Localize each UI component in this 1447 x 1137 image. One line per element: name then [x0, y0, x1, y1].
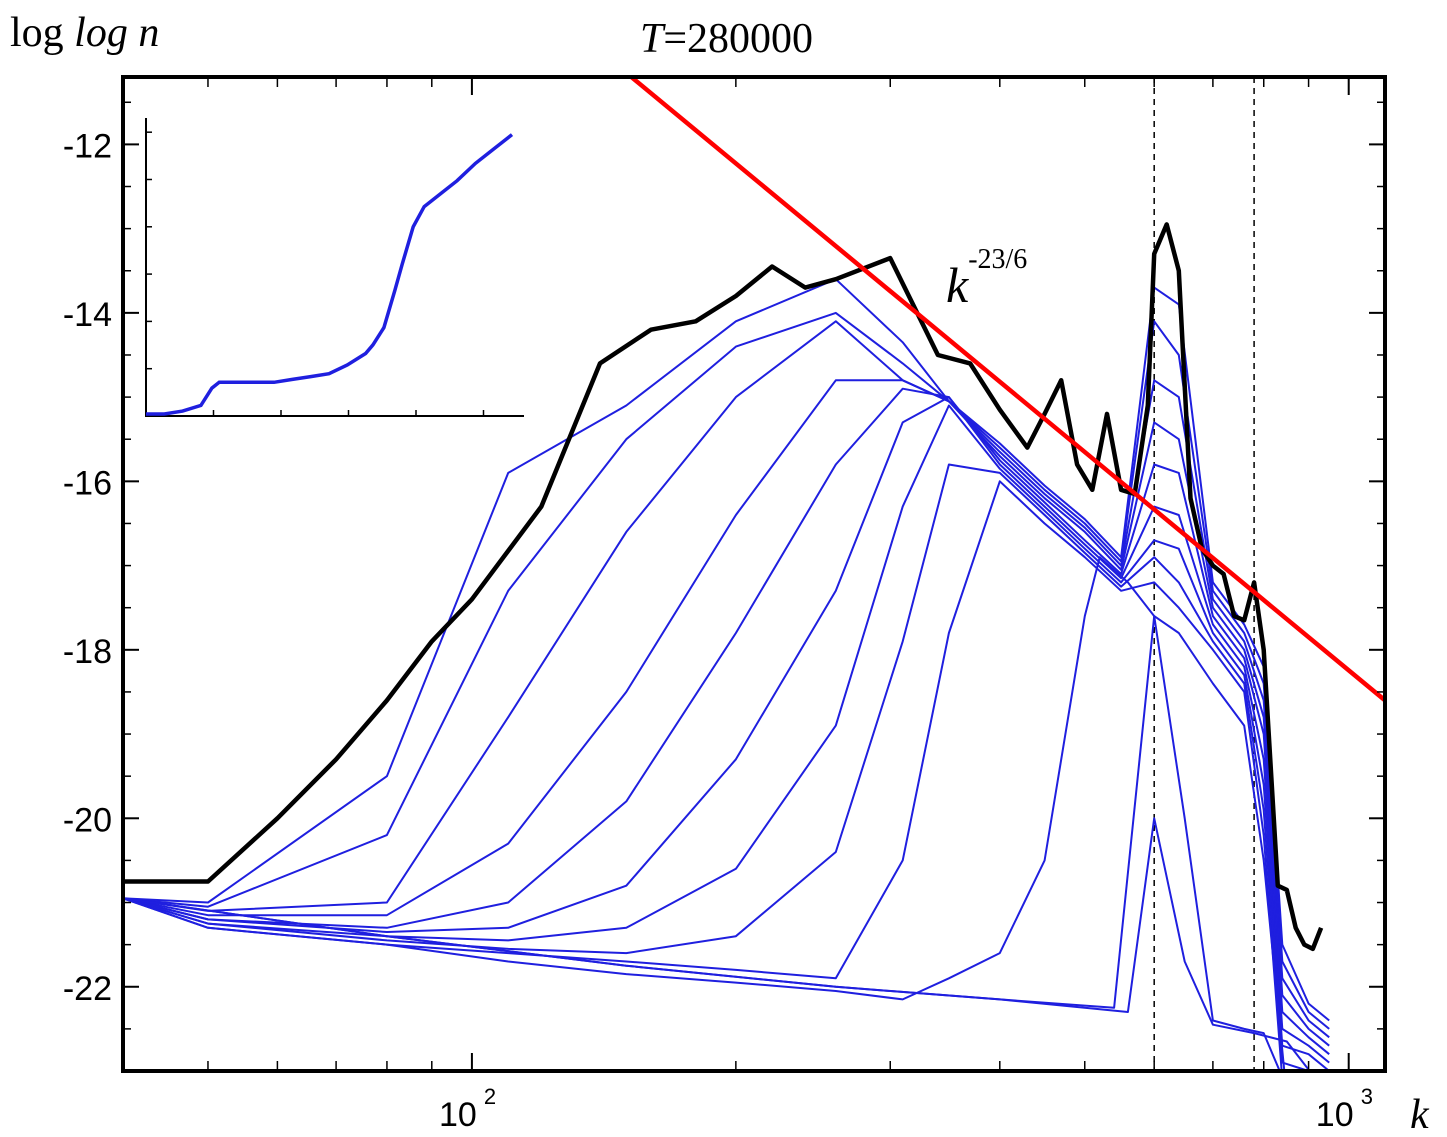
blue-series-line-11	[123, 817, 1311, 1071]
y-tick-label: -12	[63, 127, 112, 165]
blue-series-line-7	[123, 463, 1312, 1071]
title-variable: T	[640, 16, 666, 62]
blue-series-line-2	[123, 320, 1330, 1039]
blue-series-line-9	[123, 556, 1286, 1071]
y-tick-label: -16	[63, 464, 112, 502]
x-axis-label: k	[1410, 1092, 1430, 1137]
x-tick-exponent: 2	[484, 1084, 496, 1109]
blue-series-line-5	[123, 396, 1330, 1064]
y-axis-label: log log n	[10, 10, 159, 56]
blue-series-group	[123, 278, 1330, 1071]
slope-annotation-exponent: -23/6	[968, 244, 1027, 275]
blue-series-line-0	[123, 278, 1330, 1022]
blue-series-line-4	[123, 387, 1330, 1055]
y-tick-label: -14	[63, 296, 112, 334]
y-tick-label: -20	[63, 801, 112, 839]
inset-ticks	[145, 131, 485, 417]
power-law-line	[627, 77, 1385, 703]
blue-series-line-1	[123, 311, 1330, 1030]
x-tick-label: 10	[1316, 1096, 1354, 1134]
x-tick-exponent: 3	[1361, 1084, 1373, 1109]
final-series-line	[123, 222, 1324, 952]
chart-title: T=280000	[640, 16, 813, 62]
vertical-markers	[1153, 77, 1255, 1071]
blue-series-line-8	[123, 480, 1283, 1071]
inset-curve	[146, 133, 514, 416]
plot-frame	[121, 75, 1387, 1073]
slope-annotation-base: k	[946, 257, 969, 313]
slope-annotation: k-23/6	[946, 244, 1027, 313]
x-ticks-group: 10 2 10 3	[122, 77, 1373, 1134]
inset-plot	[145, 118, 524, 417]
x-tick-label: 10	[439, 1096, 477, 1134]
blue-series-line-6	[123, 404, 1330, 1071]
y-tick-label: -18	[63, 633, 112, 671]
y-ticks-group: -12 -14 -16 -18 -20 -22	[63, 101, 1385, 1072]
title-value: =280000	[663, 16, 813, 62]
blue-series-line-3	[123, 379, 1330, 1047]
y-tick-label: -22	[63, 970, 112, 1008]
